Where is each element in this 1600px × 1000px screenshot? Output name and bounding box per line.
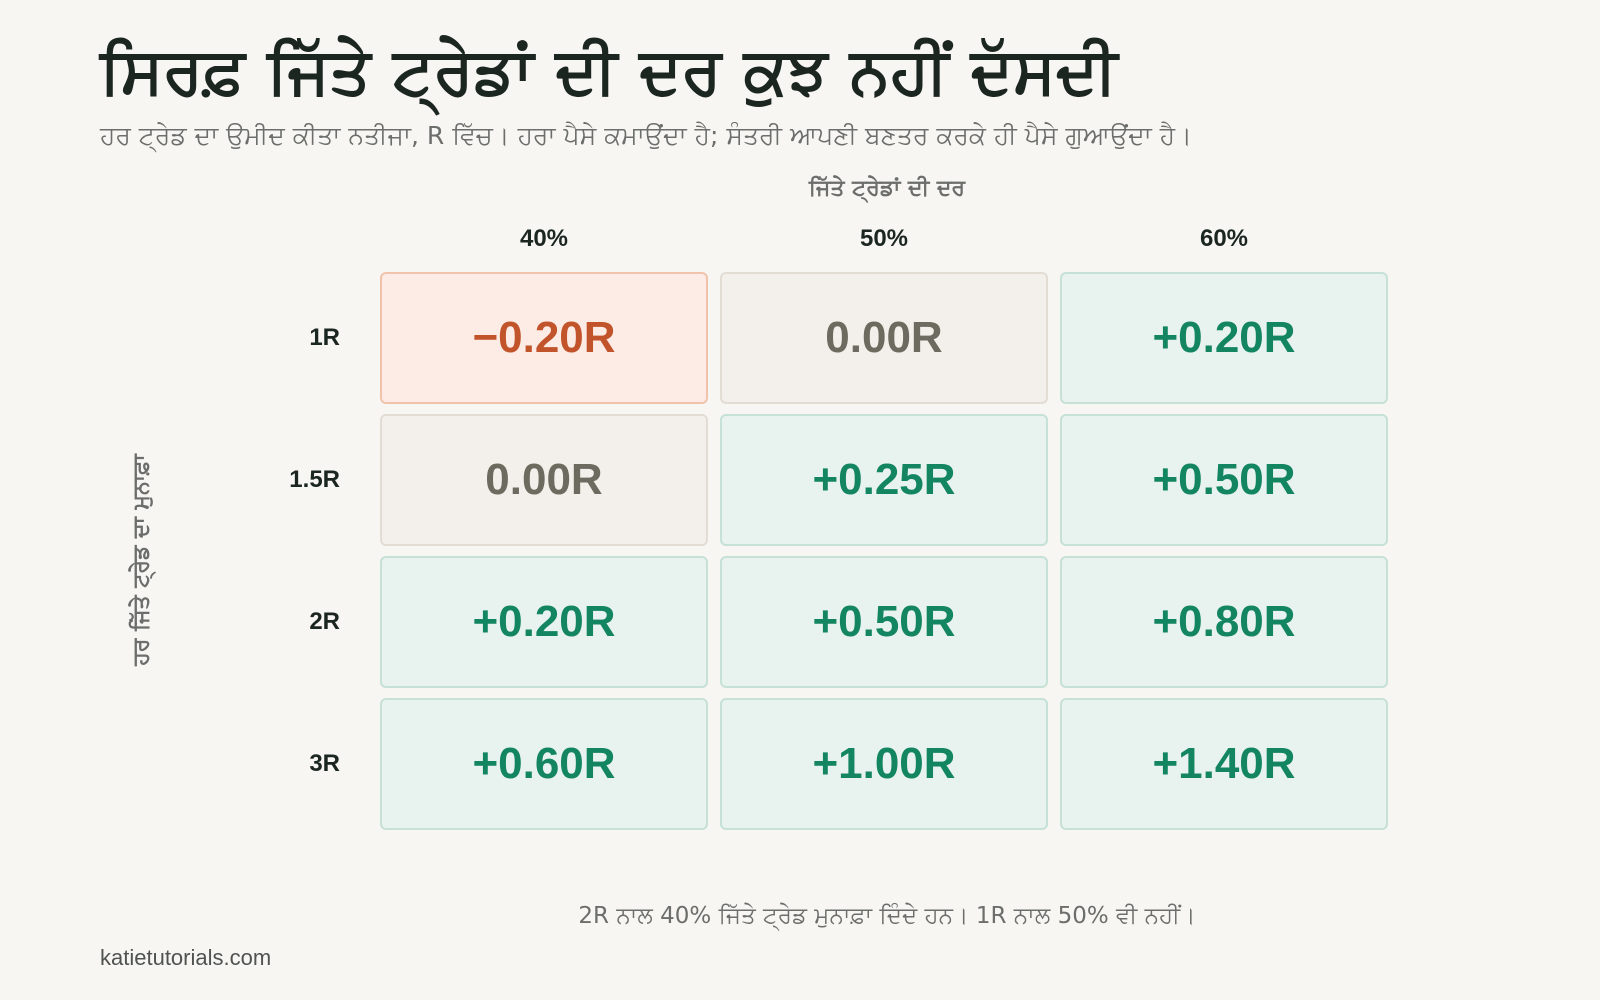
heatmap-cell: +0.60R (380, 698, 708, 830)
heatmap-cell: +0.20R (1060, 272, 1388, 404)
heatmap-cell: +0.25R (720, 414, 1048, 546)
heatmap-cell: +0.80R (1060, 556, 1388, 688)
heatmap-cell: +1.00R (720, 698, 1048, 830)
x-axis-title: ਜਿੱਤੇ ਟ੍ਰੇਡਾਂ ਦੀ ਦਰ (808, 176, 966, 201)
column-label: 40% (519, 225, 569, 252)
heatmap-cell: 0.00R (380, 414, 708, 546)
row-label: 2R (309, 608, 340, 635)
source-credit: katietutorials.com (100, 945, 272, 970)
y-axis-title: ਹਰ ਜਿੱਤੇ ਟ੍ਰੇਡ ਦਾ ਮੁਨਾਫ਼ਾ (129, 454, 154, 666)
column-label: 50% (859, 225, 909, 252)
chart-title: ਸਿਰਫ਼ ਜਿੱਤੇ ਟ੍ਰੇਡਾਂ ਦੀ ਦਰ ਕੁਝ ਨਹੀਂ ਦੱਸਦੀ (100, 35, 1118, 109)
column-label: 60% (1199, 225, 1249, 252)
heatmap-cell: +0.20R (380, 556, 708, 688)
heatmap-cell: +0.50R (1060, 414, 1388, 546)
heatmap-cell: +1.40R (1060, 698, 1388, 830)
row-label: 1.5R (289, 466, 340, 493)
row-label: 1R (309, 324, 340, 351)
heatmap-cell: −0.20R (380, 272, 708, 404)
footnote: 2R ਨਾਲ 40% ਜਿੱਤੇ ਟ੍ਰੇਡ ਮੁਨਾਫ਼ਾ ਦਿੰਦੇ ਹਨ।… (578, 903, 1196, 929)
heatmap-cell: +0.50R (720, 556, 1048, 688)
row-label: 3R (309, 750, 340, 777)
chart-subtitle: ਹਰ ਟ੍ਰੇਡ ਦਾ ਉਮੀਦ ਕੀਤਾ ਨਤੀਜਾ, R ਵਿੱਚ। ਹਰਾ… (100, 121, 1192, 150)
heatmap-cell: 0.00R (720, 272, 1048, 404)
